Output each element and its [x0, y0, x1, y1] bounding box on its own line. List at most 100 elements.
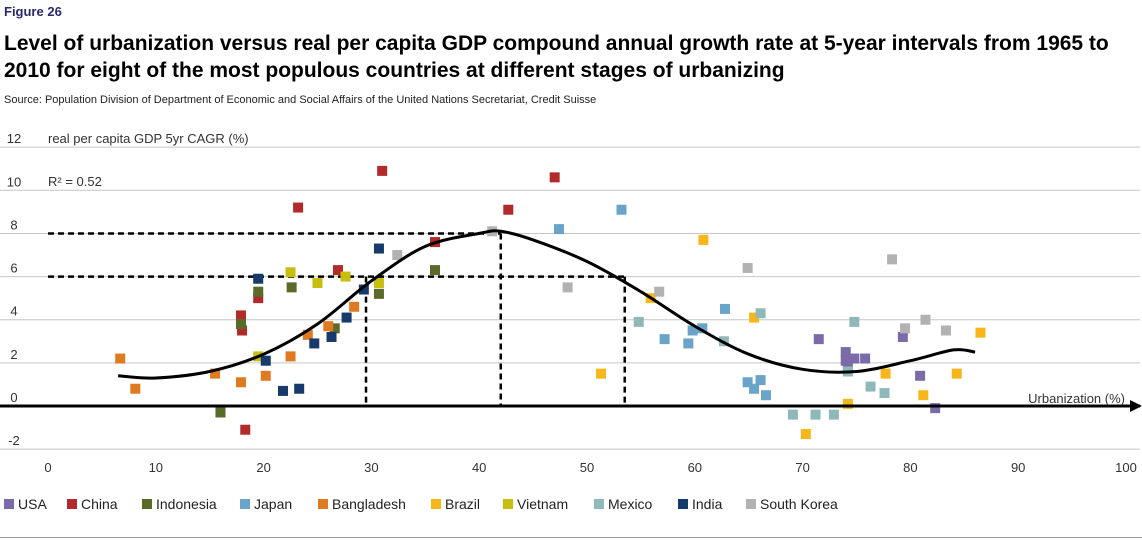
x-tick-label: 10	[149, 460, 163, 475]
point-brazil	[800, 429, 811, 440]
reference-lines	[48, 232, 626, 406]
point-indonesia	[286, 282, 297, 293]
point-brazil	[918, 390, 929, 401]
x-axis-label: Urbanization (%)	[1028, 391, 1125, 406]
legend-label-south-korea: South Korea	[760, 496, 838, 512]
y-tick-label: 4	[10, 304, 17, 319]
point-south-korea	[392, 250, 403, 261]
y-axis-label: real per capita GDP 5yr CAGR (%)	[48, 131, 249, 146]
y-tick-label: 2	[10, 347, 17, 362]
point-indonesia	[430, 265, 441, 276]
point-mexico	[849, 316, 860, 327]
point-brazil	[842, 398, 853, 409]
point-vietnam	[312, 278, 323, 289]
point-indonesia	[329, 323, 340, 334]
legend-swatch-south-korea	[746, 499, 756, 509]
point-japan	[719, 303, 730, 314]
fit-curve	[117, 229, 976, 380]
point-mexico	[755, 308, 766, 319]
point-china	[240, 424, 251, 435]
point-japan	[697, 323, 708, 334]
legend-swatch-japan	[240, 499, 250, 509]
point-china	[332, 265, 343, 276]
point-china	[237, 325, 248, 336]
legend-label-usa: USA	[18, 496, 47, 512]
legend-swatch-mexico	[594, 499, 604, 509]
y-tick-labels: -2 0 2 4 6 8 10 12	[7, 131, 21, 448]
legend-label-china: China	[81, 496, 118, 512]
point-usa	[860, 353, 871, 364]
point-usa	[840, 355, 851, 366]
y-tick-label: 8	[10, 217, 17, 232]
point-south-korea	[562, 282, 573, 293]
point-japan	[742, 377, 753, 388]
point-bangladesh	[302, 329, 313, 340]
point-brazil	[951, 368, 962, 379]
x-tick-label: 90	[1011, 460, 1025, 475]
point-indonesia	[235, 319, 246, 330]
y-tick-label: -2	[8, 433, 20, 448]
point-mexico	[633, 316, 644, 327]
legend-swatch-vietnam	[503, 499, 513, 509]
x-tick-label: 0	[44, 460, 51, 475]
legend-label-bangladesh: Bangladesh	[332, 496, 406, 512]
point-japan	[553, 224, 564, 235]
point-japan	[659, 334, 670, 345]
chart-title: Level of urbanization versus real per ca…	[4, 32, 1109, 82]
point-bangladesh	[130, 383, 141, 394]
point-usa	[849, 353, 860, 364]
point-indonesia	[253, 286, 264, 297]
point-japan	[760, 390, 771, 401]
point-south-korea	[940, 325, 951, 336]
gridlines	[0, 146, 1140, 450]
r-squared-annotation: R² = 0.52	[48, 174, 102, 189]
point-china	[253, 293, 264, 304]
point-china	[549, 172, 560, 183]
legend: USA China Indonesia Japan Bangladesh Brazil Vi…	[4, 496, 838, 512]
legend-swatch-bangladesh	[318, 499, 328, 509]
point-japan	[749, 383, 760, 394]
point-china	[235, 310, 246, 321]
point-bangladesh	[235, 377, 246, 388]
point-japan	[755, 375, 766, 386]
point-china	[293, 202, 304, 213]
point-mexico	[865, 381, 876, 392]
legend-label-indonesia: Indonesia	[156, 496, 217, 512]
point-brazil	[596, 368, 607, 379]
legend-label-brazil: Brazil	[445, 496, 480, 512]
x-tick-label: 40	[472, 460, 486, 475]
point-china	[503, 204, 514, 215]
point-vietnam	[285, 267, 296, 278]
point-brazil	[749, 312, 760, 323]
point-brazil	[975, 327, 986, 338]
point-south-korea	[742, 262, 753, 273]
x-tick-label: 70	[795, 460, 809, 475]
point-mexico	[828, 409, 839, 420]
point-vietnam	[373, 278, 384, 289]
legend-swatch-brazil	[431, 499, 441, 509]
legend-label-japan: Japan	[254, 496, 292, 512]
chart-source: Source: Population Division of Departmen…	[4, 94, 597, 106]
point-india	[373, 243, 384, 254]
figure-label: Figure 26	[4, 4, 62, 19]
point-bangladesh	[210, 368, 221, 379]
point-bangladesh	[115, 353, 126, 364]
data-points	[115, 165, 986, 440]
bottom-rule	[0, 537, 1142, 538]
point-mexico	[787, 409, 798, 420]
legend-label-india: India	[692, 496, 723, 512]
point-south-korea	[887, 254, 898, 265]
point-south-korea	[654, 286, 665, 297]
point-japan	[687, 325, 698, 336]
point-usa	[915, 370, 926, 381]
x-tick-label: 100	[1115, 460, 1137, 475]
point-india	[358, 284, 369, 295]
point-india	[309, 338, 320, 349]
point-bangladesh	[260, 370, 271, 381]
y-tick-label: 12	[7, 131, 21, 146]
legend-swatch-india	[678, 499, 688, 509]
legend-swatch-indonesia	[142, 499, 152, 509]
point-south-korea	[900, 323, 911, 334]
point-indonesia	[373, 288, 384, 299]
